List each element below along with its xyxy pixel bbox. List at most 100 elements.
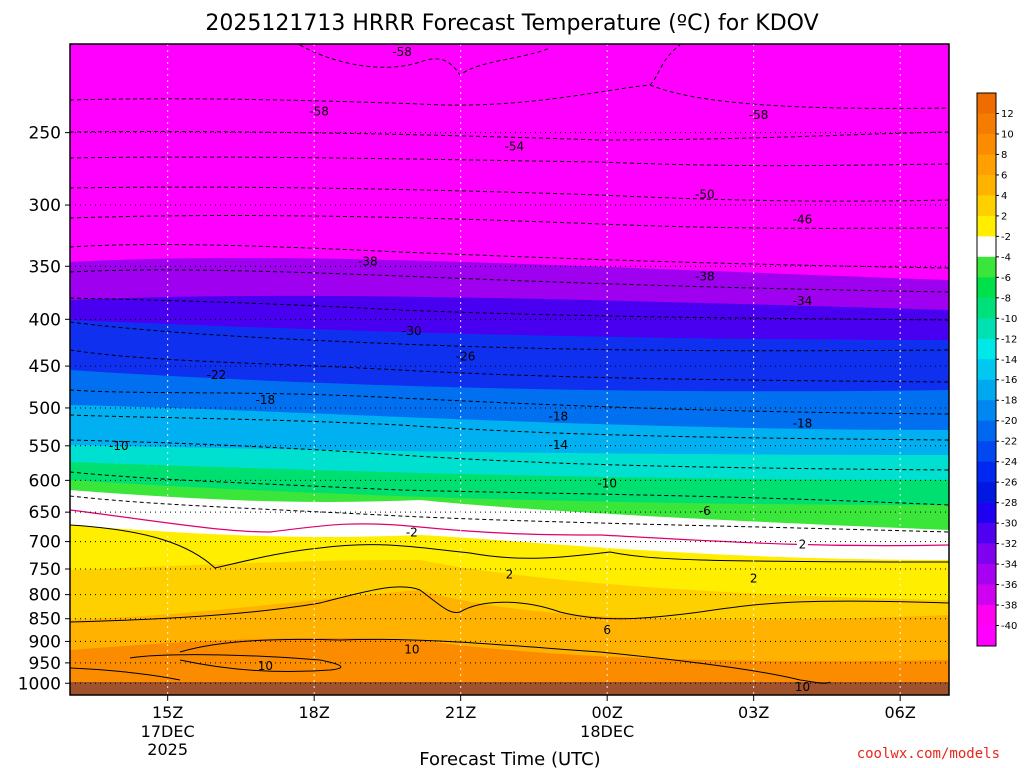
- contour-minus22: [70, 349, 949, 383]
- colorbar-label: -20: [1001, 416, 1017, 427]
- gridlines: [70, 44, 949, 695]
- contour-label: -22: [207, 368, 227, 382]
- y-tick-label: 800: [29, 586, 61, 606]
- contour-minus10: [70, 439, 949, 471]
- colorbar-label: -10: [1001, 314, 1017, 325]
- colorbar-label: -8: [1001, 293, 1011, 304]
- y-axis: 2503003504004505005506006507007508008509…: [18, 124, 70, 694]
- contour-label: 2: [506, 567, 514, 581]
- contour-label: 10: [404, 642, 419, 656]
- contour-minus34: [70, 269, 949, 293]
- contour-label-bg: [797, 537, 808, 551]
- plot-frame: [69, 43, 950, 696]
- contour-label: -46: [793, 212, 813, 226]
- colorbar-label: -40: [1001, 621, 1017, 632]
- colorbar-label: -22: [1001, 437, 1017, 448]
- colorbar-label: 6: [1001, 170, 1007, 181]
- x-tick-label: 06Z: [885, 703, 916, 722]
- contours-dashed: [70, 44, 949, 533]
- colorbar-label: 10: [1001, 129, 1014, 140]
- colorbar-label: -26: [1001, 478, 1017, 489]
- contour-minus46: [70, 186, 949, 202]
- contour-label: 2: [750, 571, 758, 585]
- contour-minus6: [70, 471, 949, 506]
- x-tick-label: 00Z: [592, 703, 623, 722]
- colorbar: 12 10 8 6 4 2 -2 -4 -6 -8 -10 -12 -14 -16 -18 -20 -22 -24…: [976, 92, 1017, 647]
- colorbar-label: 12: [1001, 109, 1014, 120]
- colorbar-label: 8: [1001, 150, 1007, 161]
- contour-minus38: [70, 244, 949, 269]
- y-tick-label: 300: [29, 196, 61, 216]
- contour-minus18: [70, 389, 949, 415]
- contour-label: -38: [695, 269, 715, 283]
- band-deep-orange: [70, 638, 949, 695]
- colorbar-label: -24: [1001, 457, 1017, 468]
- contour-labels: -58-58 -58-54-50-46-38-38-34-30-26-22-18-…: [109, 45, 812, 694]
- y-tick-label: 600: [29, 471, 61, 491]
- contour-plus10-c: [70, 667, 181, 681]
- colorbar-swatch: [977, 256, 996, 278]
- contour-label: -2: [406, 525, 418, 539]
- colorbar-swatch: [977, 379, 996, 401]
- contour-label: -14: [549, 438, 569, 452]
- colorbar-swatch: [977, 584, 996, 606]
- ground-band: [70, 682, 949, 695]
- y-tick-label: 650: [29, 503, 61, 523]
- chart-title: 2025121713 HRRR Forecast Temperature (ºC…: [205, 11, 818, 36]
- y-tick-label: 500: [29, 399, 61, 419]
- y-tick-label: 850: [29, 610, 61, 630]
- contour-plus6: [70, 586, 949, 623]
- contour-plus10-b: [129, 654, 342, 673]
- colorbar-swatch: [977, 625, 996, 647]
- contour-label: -58: [309, 104, 329, 118]
- contour-label: -6: [699, 504, 711, 518]
- colorbar-label: -14: [1001, 355, 1017, 366]
- colorbar-swatch: [977, 543, 996, 565]
- contour-plus10-a: [179, 638, 831, 684]
- colorbar-label: -30: [1001, 519, 1017, 530]
- colorbar-swatch: [977, 482, 996, 503]
- x-tick-label: 15Z: [152, 703, 183, 722]
- colorbar-swatch: [977, 297, 996, 319]
- contour-minus2: [70, 495, 949, 533]
- colorbar-label: -2: [1001, 232, 1011, 243]
- contour-label: -18: [256, 393, 276, 407]
- contour-label: 10: [258, 659, 273, 673]
- contour-minus58-c: [649, 84, 949, 109]
- contour-zero-freezing-line: [70, 509, 949, 547]
- y-tick-label: 900: [29, 632, 61, 652]
- colorbar-label: -36: [1001, 580, 1017, 591]
- colorbar-label: 4: [1001, 191, 1007, 202]
- colorbar-swatch: [977, 359, 996, 381]
- colorbar-swatch: [977, 93, 996, 114]
- colorbar-label: -38: [1001, 601, 1017, 612]
- colorbar-label: -12: [1001, 334, 1017, 345]
- colorbar-swatch: [977, 154, 996, 176]
- colorbar-label: -34: [1001, 560, 1017, 571]
- contour-label: 2: [799, 537, 807, 551]
- colorbar-swatch: [977, 215, 996, 237]
- colorbar-label: -4: [1001, 252, 1011, 263]
- colorbar-swatch: [977, 174, 996, 196]
- y-tick-label: 750: [29, 560, 61, 580]
- contour-minus30: [70, 297, 949, 321]
- colorbar-swatch: [977, 502, 996, 524]
- x-tick-label: 21Z: [445, 703, 476, 722]
- colorbar-swatch: [977, 564, 996, 585]
- colorbar-label: 2: [1001, 211, 1007, 222]
- contour-label: -18: [549, 410, 569, 424]
- y-tick-label: 700: [29, 533, 61, 553]
- y-tick-label: 550: [29, 437, 61, 457]
- x-axis-label: Forecast Time (UTC): [419, 749, 600, 768]
- colorbar-swatch: [977, 133, 996, 155]
- contour-label: -26: [456, 349, 476, 363]
- colorbar-swatch: [977, 400, 996, 422]
- y-tick-label: 450: [29, 357, 61, 377]
- x-tick-label: 18Z: [299, 703, 330, 722]
- contour-label: -58: [392, 45, 412, 59]
- colorbar-label: -32: [1001, 539, 1017, 550]
- contour-label: -50: [695, 187, 715, 201]
- colorbar-swatch: [977, 461, 996, 483]
- colorbar-swatch: [977, 195, 996, 217]
